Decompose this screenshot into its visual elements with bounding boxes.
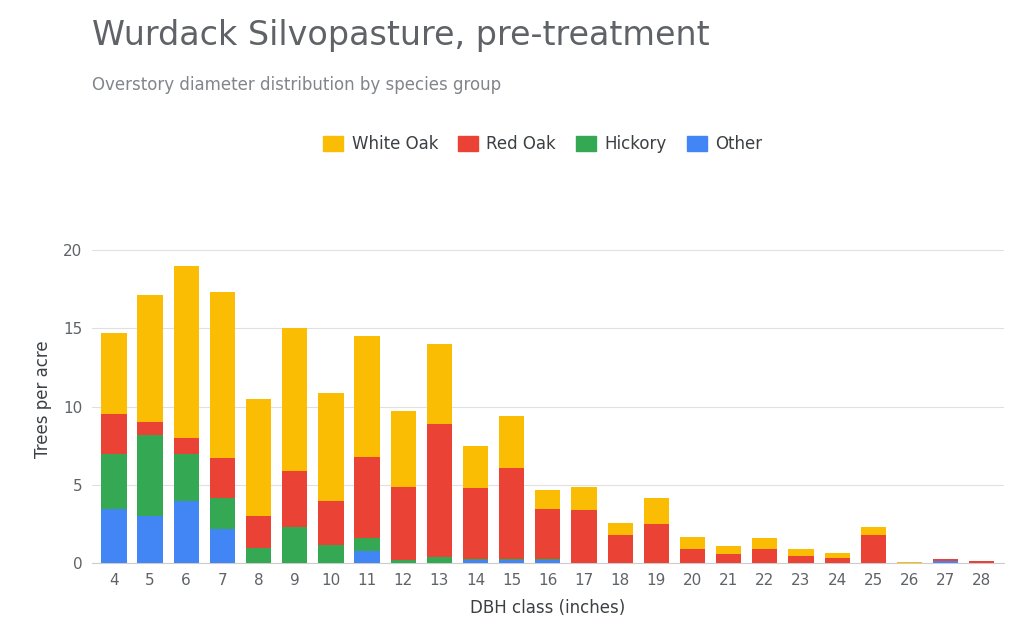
Bar xyxy=(716,546,741,554)
Bar xyxy=(318,544,343,563)
Bar xyxy=(137,517,163,563)
Bar xyxy=(390,487,416,560)
Bar xyxy=(753,538,777,549)
Bar xyxy=(824,558,850,563)
Bar xyxy=(463,446,488,488)
Bar xyxy=(246,399,271,517)
Bar xyxy=(680,537,706,549)
Bar xyxy=(788,549,814,556)
Bar xyxy=(499,559,524,560)
Bar xyxy=(354,538,380,551)
Legend: White Oak, Red Oak, Hickory, Other: White Oak, Red Oak, Hickory, Other xyxy=(316,128,769,160)
Bar xyxy=(101,415,127,454)
Bar xyxy=(173,501,199,563)
Bar xyxy=(571,487,597,510)
Bar xyxy=(390,411,416,487)
Bar xyxy=(282,471,307,527)
Bar xyxy=(607,523,633,535)
Y-axis label: Trees per acre: Trees per acre xyxy=(34,340,52,458)
Bar xyxy=(427,557,452,563)
Bar xyxy=(463,488,488,559)
Bar xyxy=(210,458,236,498)
Bar xyxy=(173,454,199,501)
Bar xyxy=(499,416,524,468)
Bar xyxy=(354,551,380,563)
Bar xyxy=(390,560,416,563)
Text: Overstory diameter distribution by species group: Overstory diameter distribution by speci… xyxy=(92,76,502,94)
Bar xyxy=(933,560,958,561)
Bar xyxy=(860,535,886,563)
Bar xyxy=(210,498,236,529)
Bar xyxy=(101,454,127,508)
Bar xyxy=(137,296,163,422)
Bar xyxy=(282,527,307,563)
Bar xyxy=(173,266,199,438)
Bar xyxy=(173,438,199,454)
Bar xyxy=(354,457,380,538)
Bar xyxy=(246,548,271,563)
Bar xyxy=(427,424,452,557)
Bar xyxy=(716,554,741,563)
Bar xyxy=(137,435,163,517)
Bar xyxy=(897,562,923,563)
Bar xyxy=(463,560,488,563)
Bar xyxy=(933,559,958,560)
Bar xyxy=(137,422,163,435)
Bar xyxy=(536,491,560,510)
Text: Wurdack Silvopasture, pre-treatment: Wurdack Silvopasture, pre-treatment xyxy=(92,19,710,52)
Bar xyxy=(644,498,669,524)
Bar xyxy=(463,559,488,560)
Bar xyxy=(210,292,236,458)
Bar xyxy=(536,510,560,560)
Bar xyxy=(318,501,343,544)
Bar xyxy=(318,392,343,501)
Bar xyxy=(499,560,524,563)
Bar xyxy=(210,529,236,563)
Bar xyxy=(860,527,886,535)
Bar xyxy=(536,560,560,563)
Bar xyxy=(824,553,850,558)
Bar xyxy=(788,556,814,563)
Bar xyxy=(427,344,452,424)
Bar xyxy=(607,535,633,563)
Bar xyxy=(101,508,127,563)
Bar xyxy=(282,329,307,471)
Bar xyxy=(933,561,958,563)
Bar xyxy=(354,336,380,457)
Bar xyxy=(753,549,777,563)
Bar xyxy=(499,468,524,559)
Bar xyxy=(969,561,994,563)
Bar xyxy=(101,333,127,415)
Bar xyxy=(644,524,669,563)
X-axis label: DBH class (inches): DBH class (inches) xyxy=(470,599,626,617)
Bar xyxy=(680,549,706,563)
Bar xyxy=(571,510,597,563)
Bar xyxy=(246,517,271,548)
